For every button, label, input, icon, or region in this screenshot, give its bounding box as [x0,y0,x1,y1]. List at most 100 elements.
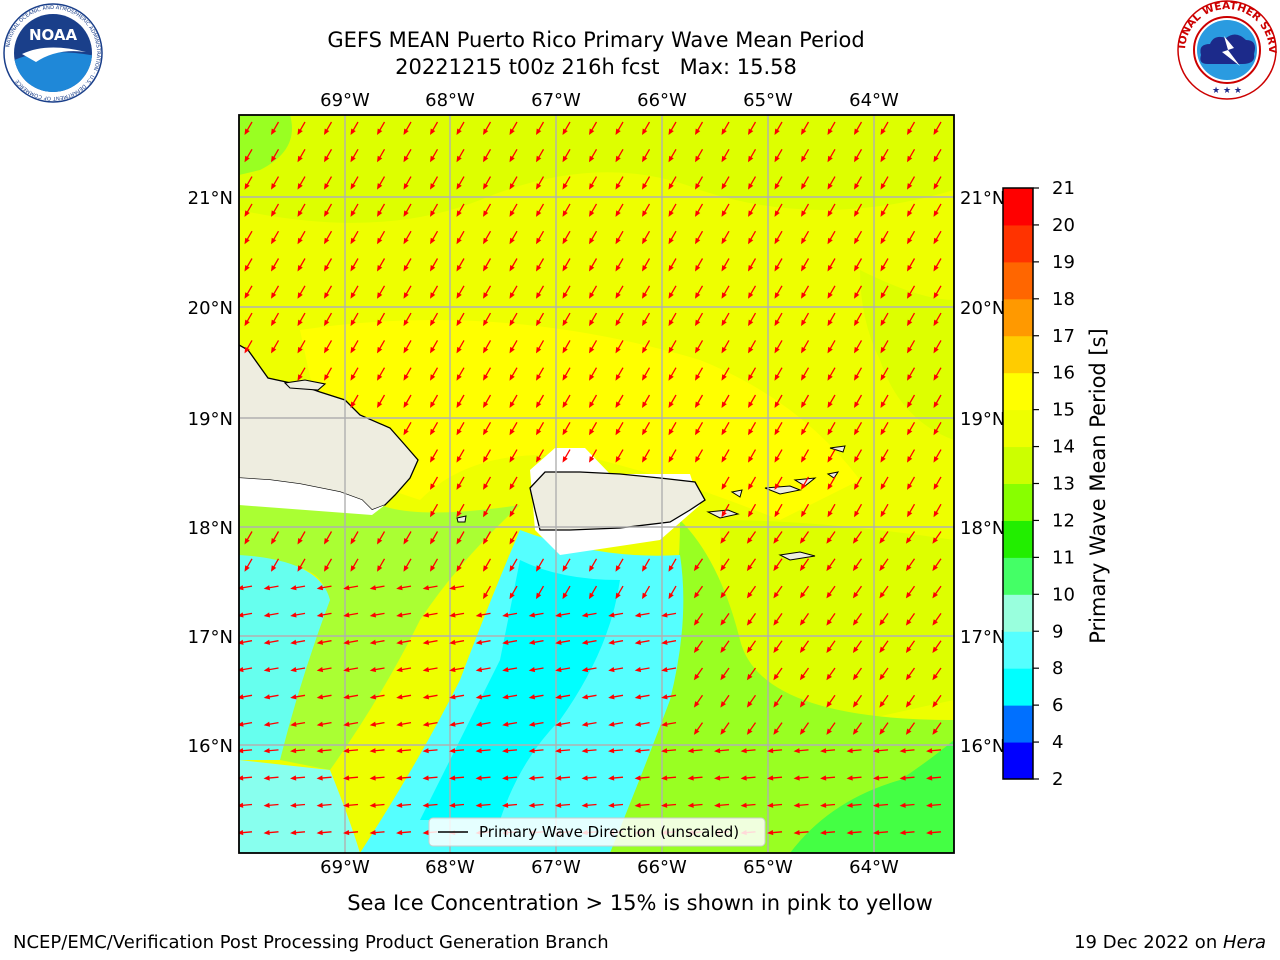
wave-arrow-head [907,155,913,163]
wave-arrow-head [316,802,323,808]
wave-arrow-head [905,564,912,572]
wave-arrow-head [880,292,886,299]
wave-arrow-head [290,775,297,781]
wave-arrow-head [608,612,615,618]
wave-arrow-head [767,829,774,836]
wave-arrow-head [905,591,912,599]
wave-arrow-head [748,456,754,463]
wave-arrow-head [852,619,859,626]
wave-arrow-head [324,565,330,572]
wave-arrow-head [324,374,330,381]
wave-arrow-head [880,428,886,436]
wave-arrow-head [748,292,754,299]
wave-arrow-head [430,292,436,299]
wave-arrow-head [536,374,542,381]
wave-arrow-head [714,802,721,808]
wave-arrow-head [854,401,860,408]
wave-arrow-head [748,210,754,217]
wave-arrow-head [456,183,462,190]
lat-label-right-19n: 19°N [960,409,1005,430]
lon-label-top-68w: 68°W [425,90,475,111]
wave-arrow-head [350,292,356,299]
wave-arrow-head [748,401,754,408]
wave-arrow-head [589,155,595,163]
wave-arrow-head [290,829,297,836]
wave-arrow-head [377,319,383,327]
wave-arrow-head [695,428,701,436]
wave-arrow-head [933,155,939,163]
wave-arrow-head [562,565,568,572]
wave-arrow-head [827,264,833,272]
wave-arrow-head [721,319,727,327]
wave-arrow-head [932,619,938,626]
wave-arrow-head [933,374,939,381]
wave-arrow-head [854,237,860,245]
wave-arrow-head [239,585,244,591]
wave-arrow-head [773,619,779,626]
wave-arrow-head [403,319,409,327]
wave-arrow-head [642,237,648,245]
colorbar-tick-label: 6 [1052,695,1063,716]
wave-arrow-head [801,456,807,463]
wave-arrow-head [377,155,383,163]
wave-arrow-head [668,319,674,327]
wave-arrow-head [316,667,324,673]
wave-arrow-head [396,612,403,618]
wave-arrow-head [403,264,409,272]
wave-arrow-head [377,264,383,272]
wave-arrow-head [297,565,303,572]
wave-arrow-head [767,748,774,754]
wave-arrow-head [852,646,859,653]
lat-label-right-21n: 21°N [960,188,1005,209]
wave-arrow-head [879,646,885,653]
wave-arrow-head [422,829,429,836]
wave-arrow-head [748,374,754,381]
wave-arrow-head [661,802,668,808]
wave-arrow-head [377,537,383,545]
colorbar-tick-label: 11 [1052,547,1075,568]
wave-arrow-head [907,374,913,381]
wave-arrow-head [748,319,754,327]
wave-arrow-head [589,592,595,600]
colorbar-segment [1003,557,1033,595]
wave-arrow-head [721,374,727,381]
wave-arrow-head [589,346,595,354]
wave-arrow-head [854,292,860,299]
wave-arrow-head [748,128,754,135]
virgin-islands-1 [764,485,802,495]
wave-arrow-head [396,775,403,781]
wave-arrow-head [740,775,747,781]
wave-arrow-head [634,639,642,645]
wave-arrow-head [854,510,860,518]
virgin-islands-3 [730,489,743,498]
wave-arrow-head [721,264,727,272]
wave-arrow-head [668,183,674,190]
wave-arrow-head [933,456,939,463]
wave-arrow-head [880,346,886,354]
wave-arrow-head [403,210,409,217]
wave-arrow-head [661,694,668,700]
wave-arrow-head [668,264,674,272]
wave-arrow-head [536,592,542,600]
wave-arrow-head [456,565,462,572]
wave-arrow-head [793,748,800,754]
wave-arrow-head [509,510,515,518]
wave-arrow-head [767,775,774,781]
wave-arrow-head [271,128,277,135]
wave-arrow-head [721,183,727,190]
wave-arrow-head [746,619,753,626]
wave-arrow-head [562,237,568,245]
wave-arrow-head [854,346,860,354]
wave-arrow-head [430,428,436,436]
wave-arrow-head [693,673,700,681]
wave-arrow-head [350,374,356,381]
wave-arrow-head [661,612,668,618]
wave-arrow-head [297,346,303,354]
wave-arrow-head [880,483,886,490]
wave-arrow-head [748,510,754,518]
wave-arrow-head [239,748,244,754]
wave-arrow-head [748,237,754,245]
wave-arrow-head [634,748,641,754]
wave-arrow-head [589,237,595,245]
colorbar-segment [1003,483,1033,521]
